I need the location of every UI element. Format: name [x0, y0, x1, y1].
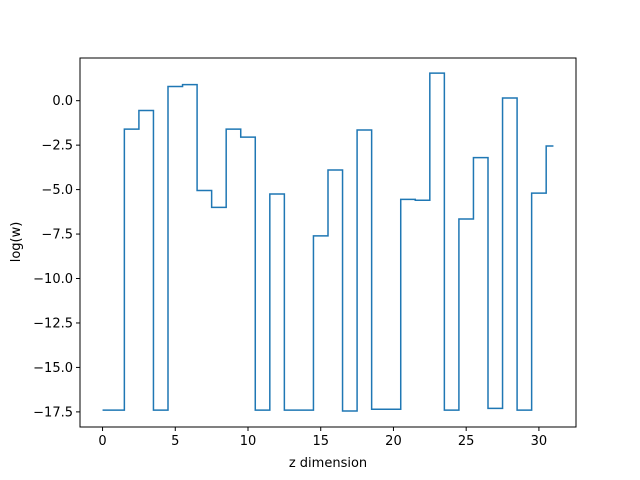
x-axis: 0 5 10 15 20 25 30 [98, 427, 547, 449]
x-tick-label: 30 [531, 434, 548, 449]
plot-area [102, 72, 554, 412]
y-tick-label: −15.0 [33, 361, 73, 376]
y-tick-label: −17.5 [33, 405, 73, 420]
x-tick-label: 20 [385, 434, 402, 449]
axes-frame [79, 57, 577, 428]
x-tick-label: 0 [98, 434, 106, 449]
y-tick-label: 0.0 [52, 94, 73, 109]
x-tick-label: 10 [240, 434, 257, 449]
x-axis-label: z dimension [289, 456, 367, 471]
y-tick-label: −5.0 [41, 183, 73, 198]
series-step-line [102, 72, 554, 412]
x-tick-label: 15 [312, 434, 329, 449]
x-tick-label: 25 [458, 434, 475, 449]
y-tick-label: −7.5 [41, 228, 73, 243]
y-tick-label: −12.5 [33, 316, 73, 331]
x-tick-label: 5 [171, 434, 179, 449]
y-tick-label: −10.0 [33, 272, 73, 287]
y-axis: 0.0 −2.5 −5.0 −7.5 −10.0 −12.5 −15.0 −17.5 [33, 94, 80, 420]
y-tick-label: −2.5 [41, 139, 73, 154]
y-axis-label: log(w) [9, 222, 24, 263]
